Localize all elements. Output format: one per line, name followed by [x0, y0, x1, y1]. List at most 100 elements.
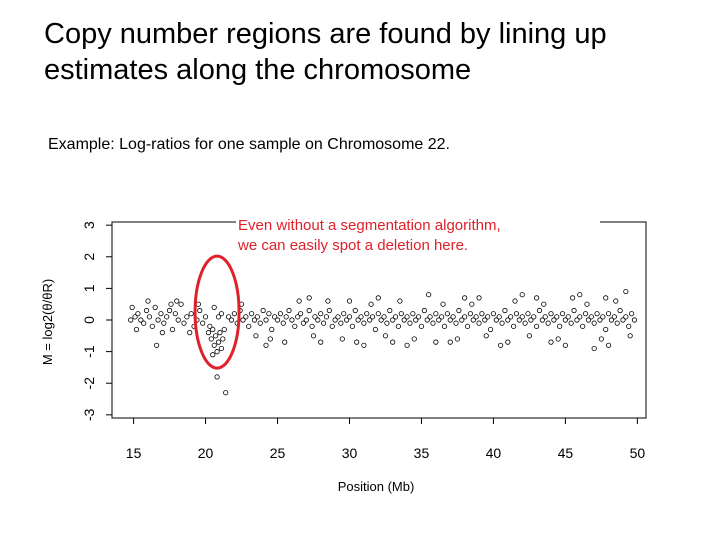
data-point	[218, 311, 224, 317]
data-point	[214, 374, 220, 380]
data-point	[174, 298, 180, 304]
data-point	[146, 314, 153, 320]
data-point	[161, 320, 167, 326]
data-point	[421, 307, 427, 314]
data-point	[577, 314, 583, 320]
data-point	[155, 317, 161, 323]
data-point	[433, 311, 439, 317]
data-point	[591, 320, 597, 326]
data-point	[577, 292, 583, 298]
data-point	[138, 317, 144, 323]
data-point	[145, 298, 151, 304]
data-point	[207, 323, 213, 329]
y-tick-label: 0	[81, 316, 97, 324]
data-point	[525, 311, 531, 317]
data-point	[215, 314, 222, 320]
data-point	[315, 317, 321, 323]
data-point	[320, 320, 327, 326]
data-point	[476, 295, 482, 301]
y-tick-label: 1	[81, 284, 97, 292]
data-point	[568, 320, 574, 326]
data-point	[369, 314, 376, 320]
data-point	[318, 311, 324, 317]
data-point	[341, 311, 347, 317]
data-point	[132, 314, 138, 320]
data-point	[352, 307, 358, 314]
data-point	[398, 311, 404, 317]
data-point	[505, 317, 511, 323]
data-point	[562, 317, 568, 323]
data-point	[395, 323, 402, 329]
data-point	[286, 307, 292, 314]
data-point	[430, 320, 436, 326]
data-point	[516, 317, 522, 323]
data-point	[175, 317, 181, 323]
data-point	[453, 320, 459, 326]
data-point	[310, 333, 317, 339]
data-point	[318, 339, 324, 345]
data-point	[335, 314, 341, 320]
data-point	[344, 317, 350, 323]
highlight-layer	[193, 254, 241, 370]
data-point	[306, 307, 312, 314]
data-point	[197, 307, 203, 314]
data-point	[498, 342, 504, 348]
data-point	[426, 292, 432, 298]
data-point	[361, 342, 367, 348]
data-point	[559, 311, 566, 317]
data-point	[551, 317, 557, 323]
data-point	[459, 317, 465, 323]
y-tick-label: 2	[81, 253, 97, 261]
data-point	[605, 342, 612, 348]
data-point	[629, 311, 635, 317]
data-point	[584, 301, 590, 307]
data-point	[493, 317, 499, 323]
data-point	[522, 320, 528, 326]
y-tick-label: -3	[81, 408, 97, 421]
data-point	[221, 326, 227, 333]
data-point	[143, 307, 150, 314]
data-point	[358, 314, 364, 320]
data-point	[623, 288, 629, 295]
data-point	[332, 317, 338, 323]
annotation-line-2: we can easily spot a deletion here.	[238, 237, 469, 254]
data-point	[223, 390, 229, 396]
data-point	[323, 314, 330, 320]
data-point	[387, 307, 393, 314]
data-point	[228, 317, 235, 323]
x-tick-label: 45	[558, 445, 574, 461]
data-point	[375, 311, 381, 317]
data-point	[295, 314, 301, 320]
data-point	[378, 317, 384, 323]
data-point	[355, 317, 361, 323]
data-point	[211, 342, 217, 348]
data-point	[346, 314, 353, 320]
data-point	[390, 317, 396, 323]
y-tick-label: 3	[81, 221, 97, 229]
data-point	[326, 307, 332, 314]
data-point	[485, 314, 491, 320]
data-point	[159, 330, 165, 336]
x-axis-label: Position (Mb)	[338, 479, 415, 494]
data-point	[557, 323, 563, 329]
data-point	[531, 314, 537, 320]
data-point	[152, 304, 158, 310]
data-point	[476, 320, 482, 326]
data-point	[496, 314, 502, 320]
data-point	[300, 320, 307, 326]
data-point	[220, 336, 226, 342]
data-point	[536, 307, 543, 314]
data-point	[620, 317, 626, 323]
data-point	[598, 336, 604, 342]
data-point	[623, 314, 629, 320]
data-point	[490, 311, 497, 317]
y-tick-label: -1	[81, 345, 97, 358]
data-point	[260, 307, 266, 314]
data-point	[554, 314, 560, 320]
data-point	[580, 323, 586, 329]
data-point	[534, 295, 540, 301]
data-point	[172, 311, 178, 317]
data-point	[545, 320, 551, 326]
data-point	[282, 339, 288, 345]
y-tick-label: -2	[81, 377, 97, 390]
